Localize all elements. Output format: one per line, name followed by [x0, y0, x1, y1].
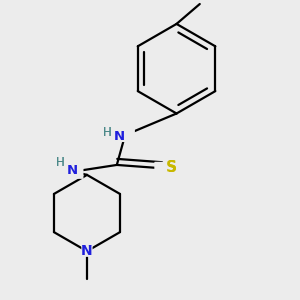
Text: H: H [56, 156, 65, 169]
FancyBboxPatch shape [115, 128, 135, 142]
Text: S: S [165, 160, 176, 175]
FancyBboxPatch shape [154, 162, 169, 175]
Text: H: H [56, 156, 65, 169]
Text: N: N [67, 164, 78, 177]
Text: H: H [103, 126, 111, 139]
Text: H: H [103, 126, 111, 139]
Text: N: N [81, 244, 93, 258]
Text: S: S [165, 160, 176, 175]
Text: N: N [67, 164, 78, 177]
Text: N: N [114, 130, 125, 143]
Text: N: N [81, 244, 93, 258]
FancyBboxPatch shape [64, 164, 83, 179]
FancyBboxPatch shape [81, 246, 93, 257]
Text: N: N [114, 130, 125, 143]
